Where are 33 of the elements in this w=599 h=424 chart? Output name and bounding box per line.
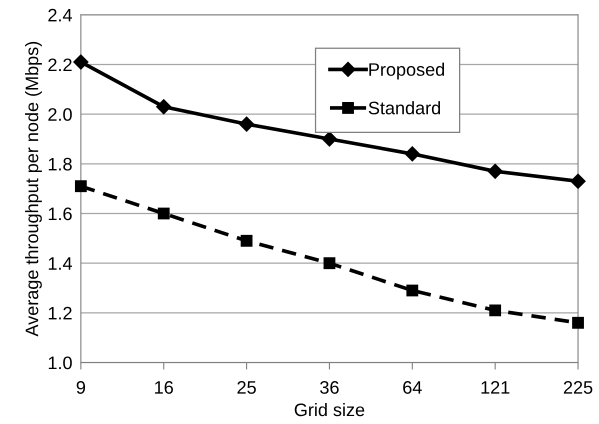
x-tick-label: 16 (155, 381, 173, 394)
y-tick-label: 1.0 (48, 356, 72, 370)
x-tick-label: 225 (564, 381, 592, 394)
x-tick-label: 25 (237, 381, 256, 394)
point (239, 116, 254, 132)
y-tick-label: 1.8 (48, 158, 72, 171)
point (240, 234, 252, 247)
point (489, 304, 502, 316)
point (158, 208, 170, 220)
y-tick-label: 2.0 (48, 108, 72, 121)
y-tick-label: 1.6 (48, 207, 72, 220)
y-tick-label: 2.2 (48, 58, 72, 72)
legend-label: Standard (368, 101, 440, 114)
y-tick-label: 1.2 (48, 306, 72, 320)
point (406, 284, 418, 296)
y-axis-title: Average throughput per node (Mbps) (25, 42, 42, 337)
point (74, 180, 87, 192)
point (570, 174, 586, 189)
x-tick-label: 9 (76, 381, 86, 394)
legend-label: Proposed (369, 62, 444, 80)
x-tick-label: 36 (320, 381, 339, 394)
point (322, 131, 338, 147)
point (156, 99, 172, 114)
point (572, 316, 584, 329)
point (404, 146, 420, 162)
x-tick-label: 121 (481, 381, 510, 394)
y-tick-label: 1.4 (48, 257, 72, 270)
y-tick-label: 2.4 (48, 8, 72, 22)
point (324, 257, 336, 270)
point (73, 54, 88, 70)
x-axis-title: Grid size (294, 402, 364, 416)
point (488, 164, 503, 179)
x-tick-label: 64 (403, 381, 422, 394)
